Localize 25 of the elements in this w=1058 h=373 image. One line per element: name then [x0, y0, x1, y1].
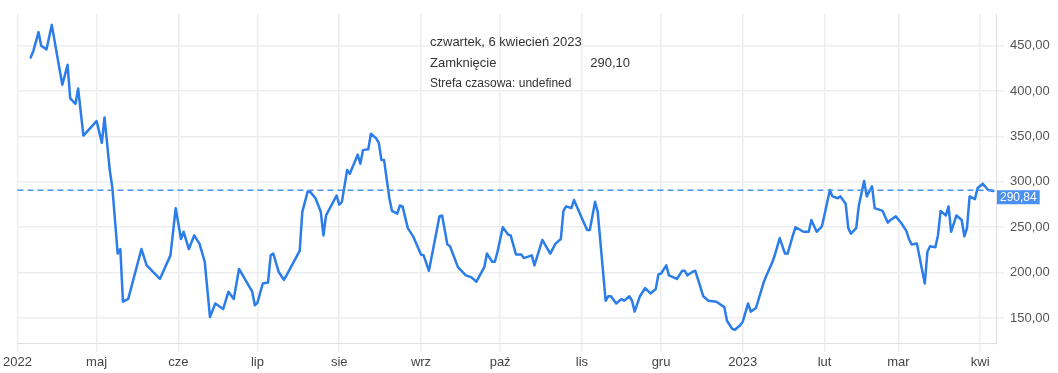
y-tick-label: 150,00: [1010, 309, 1050, 325]
annotation: Strefa czasowa: undefined: [430, 76, 573, 90]
x-tick-label: lis: [575, 353, 589, 369]
x-tick-label: 2022: [3, 353, 32, 369]
x-tick-label: gru: [651, 353, 671, 369]
x-tick-label: sie: [330, 353, 348, 369]
y-tick-label: 300,00: [1010, 173, 1050, 189]
annotation: 290,10: [589, 55, 630, 70]
y-tick-label: 250,00: [1010, 218, 1050, 234]
x-tick-label: cze: [168, 353, 189, 369]
y-tick-label: 200,00: [1010, 264, 1050, 280]
x-tick-label: 2023: [728, 353, 758, 369]
y-tick-label: 450,00: [1010, 37, 1050, 53]
ref-line-label: 290,84: [1000, 189, 1038, 204]
x-tick-label: lip: [250, 353, 264, 369]
annotation: czwartek, 6 kwiecień 2023: [430, 34, 583, 49]
y-tick-label: 400,00: [1010, 82, 1050, 98]
annotation: Zamknięcie: [430, 55, 498, 70]
x-tick-label: paź: [489, 353, 511, 369]
x-tick-label: maj: [86, 353, 108, 369]
x-tick-label: mar: [887, 353, 911, 369]
x-tick-label: kwi: [970, 353, 990, 369]
x-tick-label: lut: [817, 353, 832, 369]
x-tick-label: wrz: [409, 353, 432, 369]
y-tick-label: 350,00: [1010, 128, 1050, 144]
